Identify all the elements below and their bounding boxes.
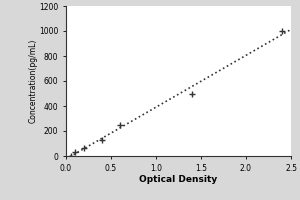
Y-axis label: Concentration(pg/mL): Concentration(pg/mL) xyxy=(28,39,38,123)
X-axis label: Optical Density: Optical Density xyxy=(140,175,218,184)
